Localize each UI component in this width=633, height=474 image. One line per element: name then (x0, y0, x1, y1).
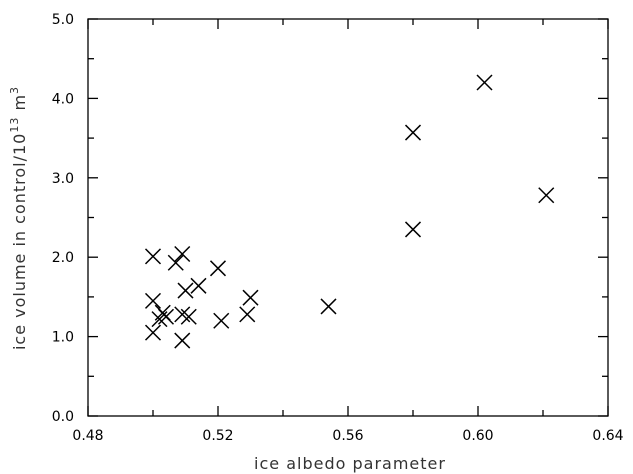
data-point-stroke (174, 245, 191, 263)
x-tick-label: 0.64 (592, 428, 623, 444)
data-point-stroke (476, 74, 493, 91)
data-point-stroke (144, 324, 162, 341)
data-point (144, 324, 162, 341)
x-axis-label: ice albedo parameter (254, 454, 446, 473)
y-axis-label: ice volume in control/1013 m3 (8, 86, 29, 350)
x-tick-label: 0.52 (202, 428, 233, 444)
data-point (213, 312, 230, 329)
data-point (404, 124, 422, 141)
data-point-stroke (174, 306, 191, 323)
y-tick-label: 3.0 (52, 171, 74, 187)
data-point (177, 282, 194, 299)
data-point-stroke (144, 248, 162, 265)
x-tick-labels: 0.48 0.52 0.56 0.60 0.64 (72, 428, 623, 444)
data-point-stroke (144, 292, 162, 309)
data-point (174, 245, 191, 263)
data-point (144, 248, 162, 265)
data-point-stroke (209, 260, 227, 277)
data-point (239, 306, 256, 323)
data-point-stroke (157, 308, 175, 325)
data-point-stroke (242, 289, 259, 306)
data-point-stroke (213, 312, 230, 329)
data-point (320, 298, 337, 315)
data-point (167, 254, 184, 271)
data-point-stroke (239, 306, 256, 323)
data-point (174, 332, 191, 349)
data-point (144, 292, 162, 309)
data-point-stroke (404, 221, 422, 238)
data-points (144, 74, 555, 349)
data-point-stroke (320, 298, 337, 315)
data-point (180, 308, 197, 325)
data-point (538, 187, 555, 204)
data-point (174, 306, 191, 323)
data-point (404, 221, 422, 238)
y-axis-label-exponent-2: 3 (8, 86, 21, 94)
y-axis-label-exponent-1: 13 (8, 117, 21, 133)
y-tick-labels: 0.0 1.0 2.0 3.0 4.0 5.0 (52, 12, 74, 425)
data-point-stroke (180, 308, 197, 325)
data-point-stroke (538, 187, 555, 204)
y-axis-label-unit: m (10, 94, 29, 117)
x-tick-label: 0.56 (332, 428, 363, 444)
x-tick-label: 0.48 (72, 428, 103, 444)
data-point-stroke (174, 332, 191, 349)
axis-ticks (87, 18, 609, 417)
data-point-stroke (404, 124, 422, 141)
y-axis-label-main: ice volume in control/10 (10, 133, 29, 350)
data-point (476, 74, 493, 91)
data-point (157, 308, 175, 325)
y-tick-label: 5.0 (52, 12, 74, 28)
data-point (242, 289, 259, 306)
y-tick-label: 1.0 (52, 330, 74, 346)
y-tick-label: 0.0 (52, 409, 74, 425)
x-tick-label: 0.60 (462, 428, 493, 444)
data-point (209, 260, 227, 277)
y-tick-label: 4.0 (52, 91, 74, 107)
data-point-stroke (167, 254, 184, 271)
y-tick-label: 2.0 (52, 250, 74, 266)
data-point-stroke (190, 277, 207, 294)
data-point-stroke (177, 282, 194, 299)
data-point (190, 277, 207, 294)
plot-frame (87, 18, 609, 417)
